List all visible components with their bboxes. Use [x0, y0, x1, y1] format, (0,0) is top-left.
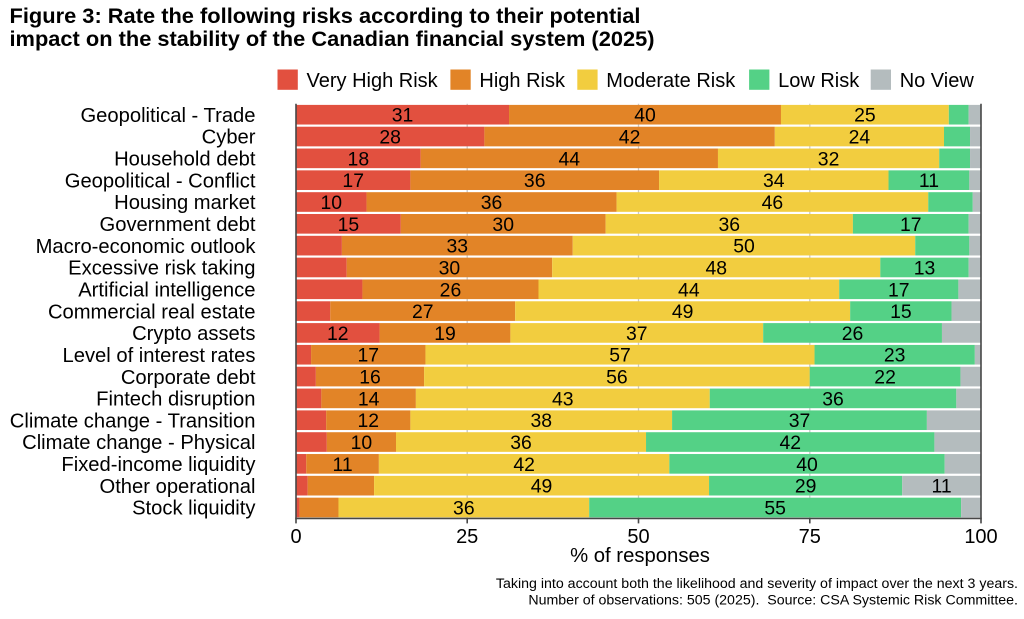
svg-text:36: 36: [481, 192, 503, 214]
svg-text:33: 33: [447, 236, 469, 258]
svg-text:28: 28: [379, 127, 401, 149]
svg-text:29: 29: [795, 476, 817, 498]
svg-text:50: 50: [627, 526, 649, 548]
svg-text:49: 49: [672, 301, 694, 323]
svg-text:38: 38: [530, 410, 552, 432]
svg-text:22: 22: [874, 367, 896, 389]
svg-text:11: 11: [333, 454, 353, 476]
svg-text:42: 42: [779, 432, 801, 454]
svg-text:44: 44: [559, 148, 581, 170]
svg-text:12: 12: [357, 410, 379, 432]
svg-text:Household debt: Household debt: [114, 149, 256, 171]
svg-text:36: 36: [453, 497, 475, 519]
svg-text:49: 49: [531, 476, 553, 498]
svg-text:Artificial intelligence: Artificial intelligence: [78, 279, 255, 301]
svg-text:15: 15: [890, 301, 912, 323]
svg-text:Taking into account both the l: Taking into account both the likelihood …: [496, 576, 1018, 592]
svg-text:30: 30: [439, 257, 461, 279]
svg-text:Cyber: Cyber: [202, 127, 256, 149]
svg-text:Other operational: Other operational: [100, 476, 256, 498]
svg-text:Geopolitical - Conflict: Geopolitical - Conflict: [65, 170, 256, 192]
svg-text:19: 19: [434, 323, 456, 345]
svg-text:Housing market: Housing market: [114, 192, 256, 214]
svg-text:Climate change - Transition: Climate change - Transition: [10, 410, 256, 432]
svg-text:10: 10: [320, 192, 342, 214]
svg-text:Excessive risk taking: Excessive risk taking: [68, 258, 255, 280]
svg-text:17: 17: [342, 170, 364, 192]
svg-text:23: 23: [884, 345, 906, 367]
svg-text:42: 42: [619, 127, 641, 149]
svg-text:Fixed-income liquidity: Fixed-income liquidity: [61, 454, 256, 476]
svg-text:32: 32: [818, 148, 840, 170]
svg-text:18: 18: [348, 148, 370, 170]
svg-text:40: 40: [634, 105, 656, 127]
svg-text:15: 15: [338, 214, 360, 236]
svg-text:% of responses: % of responses: [570, 545, 710, 567]
svg-text:17: 17: [900, 214, 922, 236]
svg-text:No View: No View: [900, 70, 975, 92]
svg-text:24: 24: [849, 127, 871, 149]
svg-text:55: 55: [764, 497, 786, 519]
svg-text:26: 26: [842, 323, 864, 345]
svg-text:Very High Risk: Very High Risk: [307, 70, 439, 92]
svg-text:34: 34: [763, 170, 785, 192]
svg-text:27: 27: [412, 301, 434, 323]
svg-text:37: 37: [626, 323, 648, 345]
svg-text:31: 31: [392, 105, 414, 127]
svg-text:48: 48: [705, 257, 727, 279]
svg-text:37: 37: [789, 410, 811, 432]
svg-text:50: 50: [733, 236, 755, 258]
svg-text:75: 75: [799, 526, 821, 548]
svg-text:Macro-economic outlook: Macro-economic outlook: [36, 236, 257, 258]
svg-text:42: 42: [513, 454, 535, 476]
svg-text:46: 46: [762, 192, 784, 214]
svg-text:Corporate debt: Corporate debt: [121, 367, 256, 389]
svg-text:25: 25: [456, 526, 478, 548]
svg-text:Moderate Risk: Moderate Risk: [606, 70, 736, 92]
svg-text:36: 36: [524, 170, 546, 192]
svg-text:100: 100: [964, 526, 997, 548]
svg-text:10: 10: [351, 432, 373, 454]
svg-text:36: 36: [718, 214, 740, 236]
svg-text:Government debt: Government debt: [100, 214, 256, 236]
svg-text:Low Risk: Low Risk: [778, 70, 860, 92]
svg-text:Fintech disruption: Fintech disruption: [96, 389, 255, 411]
svg-text:44: 44: [678, 279, 700, 301]
svg-text:56: 56: [606, 367, 628, 389]
svg-text:26: 26: [440, 279, 462, 301]
svg-text:11: 11: [919, 170, 939, 192]
svg-text:11: 11: [932, 476, 952, 498]
svg-text:Climate change - Physical: Climate change - Physical: [22, 432, 255, 454]
svg-text:36: 36: [510, 432, 532, 454]
svg-text:57: 57: [609, 345, 631, 367]
svg-text:14: 14: [358, 388, 380, 410]
svg-text:Geopolitical - Trade: Geopolitical - Trade: [80, 105, 255, 127]
svg-text:36: 36: [822, 388, 844, 410]
svg-text:Crypto assets: Crypto assets: [132, 323, 255, 345]
svg-text:impact on the stability of the: impact on the stability of the Canadian …: [10, 27, 655, 51]
svg-text:Figure 3: Rate the following r: Figure 3: Rate the following risks accor…: [10, 4, 641, 28]
svg-text:17: 17: [357, 345, 379, 367]
svg-text:40: 40: [796, 454, 818, 476]
svg-text:High Risk: High Risk: [479, 70, 566, 92]
svg-text:0: 0: [290, 526, 301, 548]
svg-text:Stock liquidity: Stock liquidity: [132, 498, 256, 520]
svg-text:17: 17: [888, 279, 910, 301]
svg-text:12: 12: [327, 323, 349, 345]
svg-text:Commercial real estate: Commercial real estate: [48, 301, 256, 323]
svg-text:Number of observations: 505 (2: Number of observations: 505 (2025). Sour…: [528, 593, 1018, 609]
svg-text:43: 43: [552, 388, 574, 410]
svg-text:16: 16: [359, 367, 381, 389]
svg-text:25: 25: [854, 105, 876, 127]
svg-text:13: 13: [914, 257, 936, 279]
svg-text:30: 30: [492, 214, 514, 236]
svg-text:Level of interest rates: Level of interest rates: [62, 345, 255, 367]
